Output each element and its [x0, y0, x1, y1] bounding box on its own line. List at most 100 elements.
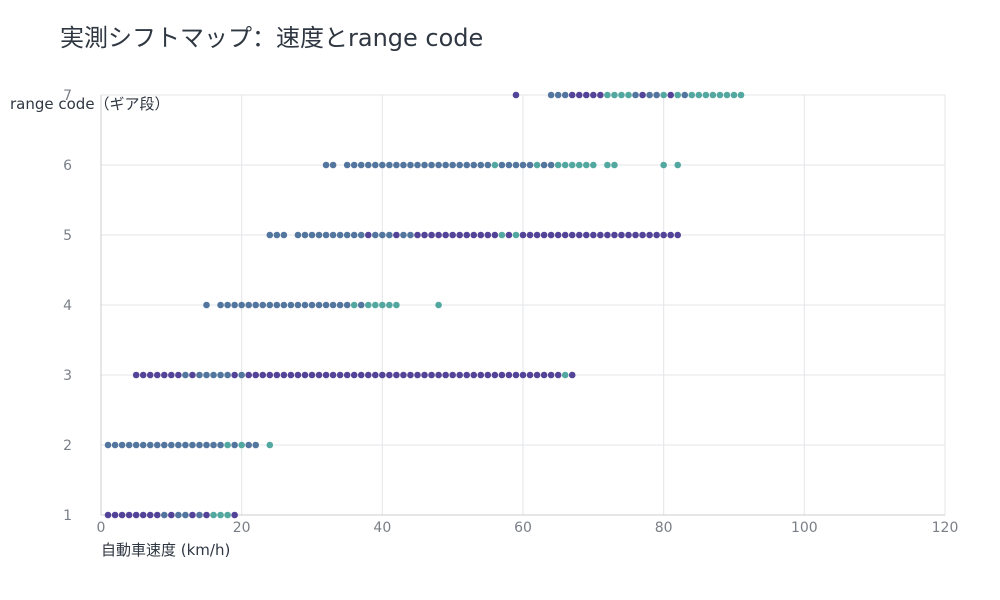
x-tick-label: 60 [514, 520, 532, 536]
data-point [435, 231, 442, 239]
data-point [146, 371, 154, 379]
data-point [435, 371, 442, 379]
data-point [168, 371, 175, 379]
data-point [301, 231, 309, 239]
data-point [688, 91, 696, 99]
data-point [498, 231, 506, 239]
data-point [343, 231, 351, 239]
x-tick-label: 100 [791, 520, 818, 536]
data-point [400, 371, 407, 379]
data-point [393, 231, 400, 239]
data-point [618, 91, 625, 99]
data-point [231, 301, 238, 309]
data-point [547, 231, 555, 239]
data-point [217, 371, 224, 379]
data-point [400, 231, 407, 239]
data-point [153, 441, 161, 449]
data-point [632, 91, 639, 99]
axes [100, 95, 945, 516]
data-point [364, 371, 372, 379]
data-point [421, 231, 428, 239]
data-point [294, 301, 302, 309]
y-tick-labels: 1 2 3 4 5 6 7 [63, 88, 72, 524]
x-axis-label: 自動車速度 (km/h) [101, 541, 230, 559]
data-point [540, 371, 548, 379]
data-point [393, 161, 400, 169]
data-point [343, 371, 351, 379]
data-point [259, 371, 267, 379]
data-point [491, 231, 499, 239]
data-point [611, 161, 618, 169]
data-point [364, 161, 372, 169]
data-point [308, 231, 316, 239]
data-point [315, 231, 323, 239]
y-tick-label: 1 [63, 508, 72, 524]
data-point [449, 161, 456, 169]
data-point [667, 91, 674, 99]
data-point [386, 161, 393, 169]
data-point [604, 231, 611, 239]
data-point [104, 441, 112, 449]
data-point [386, 371, 393, 379]
data-point [519, 231, 527, 239]
x-tick-labels: 0 20 40 60 80 100 120 [97, 520, 959, 536]
data-point [470, 231, 478, 239]
data-point [245, 301, 252, 309]
data-point [273, 371, 281, 379]
data-point [512, 91, 520, 99]
data-point [533, 231, 541, 239]
data-point [442, 371, 449, 379]
data-point [561, 161, 569, 169]
data-point [547, 161, 555, 169]
data-point [583, 161, 590, 169]
data-point [308, 301, 316, 309]
data-point [463, 371, 471, 379]
data-point [343, 301, 351, 309]
data-point [189, 441, 196, 449]
data-point [519, 371, 527, 379]
y-tick-label: 3 [63, 368, 72, 384]
data-point [203, 511, 210, 519]
data-point [287, 371, 295, 379]
data-point [498, 161, 506, 169]
data-point [421, 371, 428, 379]
data-point [526, 231, 534, 239]
data-point [583, 91, 590, 99]
data-point [203, 371, 210, 379]
data-point [590, 231, 597, 239]
data-point [590, 161, 597, 169]
data-point [540, 231, 548, 239]
data-point [646, 91, 653, 99]
data-point [477, 161, 485, 169]
data-point [322, 301, 330, 309]
data-point [357, 231, 365, 239]
data-point [322, 161, 330, 169]
data-point [575, 91, 583, 99]
data-point [104, 511, 112, 519]
data-point [575, 231, 583, 239]
y-tick-label: 6 [63, 158, 72, 174]
data-point [245, 441, 252, 449]
data-point [568, 161, 576, 169]
data-point [491, 371, 499, 379]
data-point [653, 91, 660, 99]
data-point [639, 231, 646, 239]
data-point [442, 161, 449, 169]
data-point [597, 231, 604, 239]
data-point [554, 91, 562, 99]
data-point [161, 511, 168, 519]
data-point [491, 161, 499, 169]
data-point [393, 301, 400, 309]
data-point [590, 91, 597, 99]
data-point [421, 161, 428, 169]
data-point [217, 511, 224, 519]
data-point [681, 91, 689, 99]
data-point [414, 161, 421, 169]
data-point [386, 231, 393, 239]
data-point [540, 161, 548, 169]
x-tick-label: 0 [97, 520, 106, 536]
data-point [519, 161, 527, 169]
data-point [196, 441, 203, 449]
data-point [393, 371, 400, 379]
